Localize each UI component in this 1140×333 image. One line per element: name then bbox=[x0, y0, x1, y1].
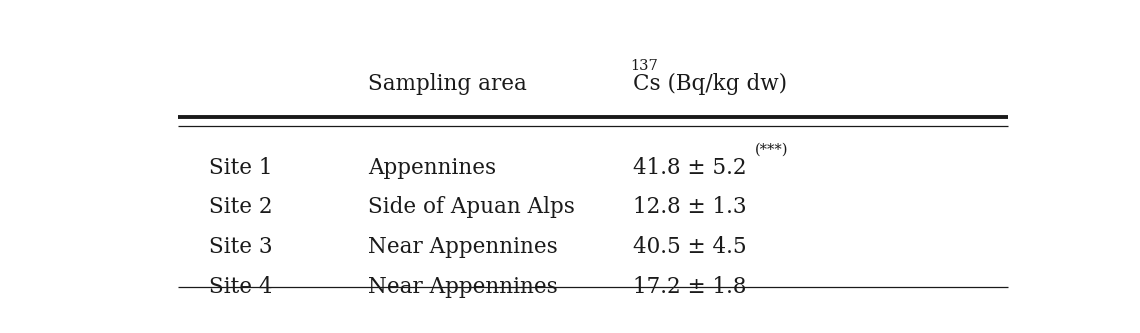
Text: Near Appennines: Near Appennines bbox=[368, 276, 557, 298]
Text: (***): (***) bbox=[755, 143, 788, 157]
Text: Appennines: Appennines bbox=[368, 157, 496, 178]
Text: Cs (Bq/kg dw): Cs (Bq/kg dw) bbox=[633, 73, 787, 95]
Text: Sampling area: Sampling area bbox=[368, 73, 527, 95]
Text: Site 2: Site 2 bbox=[209, 196, 272, 218]
Text: Site 3: Site 3 bbox=[209, 236, 272, 258]
Text: Side of Apuan Alps: Side of Apuan Alps bbox=[368, 196, 575, 218]
Text: 41.8 ± 5.2: 41.8 ± 5.2 bbox=[633, 157, 747, 178]
Text: Site 1: Site 1 bbox=[209, 157, 272, 178]
Text: 40.5 ± 4.5: 40.5 ± 4.5 bbox=[633, 236, 747, 258]
Text: Near Appennines: Near Appennines bbox=[368, 236, 557, 258]
Text: 17.2 ± 1.8: 17.2 ± 1.8 bbox=[633, 276, 747, 298]
Text: 137: 137 bbox=[630, 59, 658, 73]
Text: 12.8 ± 1.3: 12.8 ± 1.3 bbox=[633, 196, 747, 218]
Text: Site 4: Site 4 bbox=[209, 276, 272, 298]
